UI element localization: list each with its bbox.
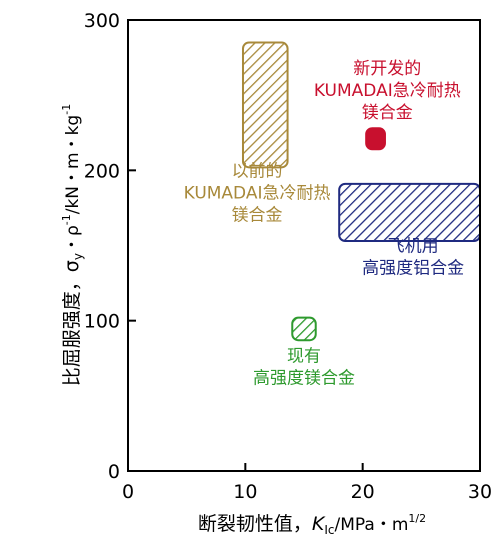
x-tick-label: 30 (468, 481, 492, 503)
region-label: 飞机用 (388, 237, 439, 257)
x-axis-title-unit: /MPa・m (335, 515, 409, 535)
y-axis-title-sup2: -1 (60, 104, 73, 115)
region-label: 镁合金 (232, 205, 283, 225)
x-tick-label: 0 (122, 481, 134, 503)
regions-layer (241, 41, 482, 342)
region-0 (241, 41, 289, 169)
region-label: 以前的 (232, 161, 283, 181)
x-axis-title-main: 断裂韧性值， (198, 513, 312, 535)
y-axis-title-sup: -1 (60, 214, 73, 225)
y-tick-label: 200 (84, 160, 120, 182)
x-axis-title-symbol: K (312, 513, 326, 535)
y-tick-label: 0 (108, 461, 120, 483)
region-label: 镁合金 (362, 103, 413, 123)
region-label: KUMADAI急冷耐热 (184, 183, 331, 203)
region-label: 新开发的 (353, 59, 421, 79)
y-axis-title-sub: y (71, 253, 85, 260)
y-axis-title: 比屈服强度，σy・ρ-1/kN・m・kg-1 (60, 104, 85, 386)
region-label: KUMADAI急冷耐热 (314, 81, 461, 101)
x-axis-title: 断裂韧性值，KIc/MPa・m1/2 (198, 512, 426, 537)
x-tick-label: 10 (233, 481, 257, 503)
y-tick-label: 100 (84, 311, 120, 333)
region-label: 高强度铝合金 (362, 259, 464, 279)
region-3 (291, 316, 317, 342)
region-label: 高强度镁合金 (253, 368, 355, 388)
region-label: 现有 (287, 346, 321, 366)
x-tick-label: 20 (351, 481, 375, 503)
y-axis-title-symbol: σ (61, 260, 83, 272)
y-tick-label: 300 (84, 10, 120, 32)
y-axis-title-rest: ・ρ (63, 225, 83, 253)
plot-area-frame (127, 19, 481, 472)
y-axis-title-unit: /kN・m・kg (63, 115, 83, 215)
x-axis-title-sup: 1/2 (408, 512, 426, 525)
y-axis-title-main: 比屈服强度， (61, 272, 83, 386)
labels-layer: 以前的KUMADAI急冷耐热镁合金新开发的KUMADAI急冷耐热镁合金飞机用高强… (184, 59, 464, 388)
x-axis-title-sub: Ic (324, 523, 334, 537)
region-1 (365, 127, 386, 151)
region-2 (338, 182, 482, 242)
